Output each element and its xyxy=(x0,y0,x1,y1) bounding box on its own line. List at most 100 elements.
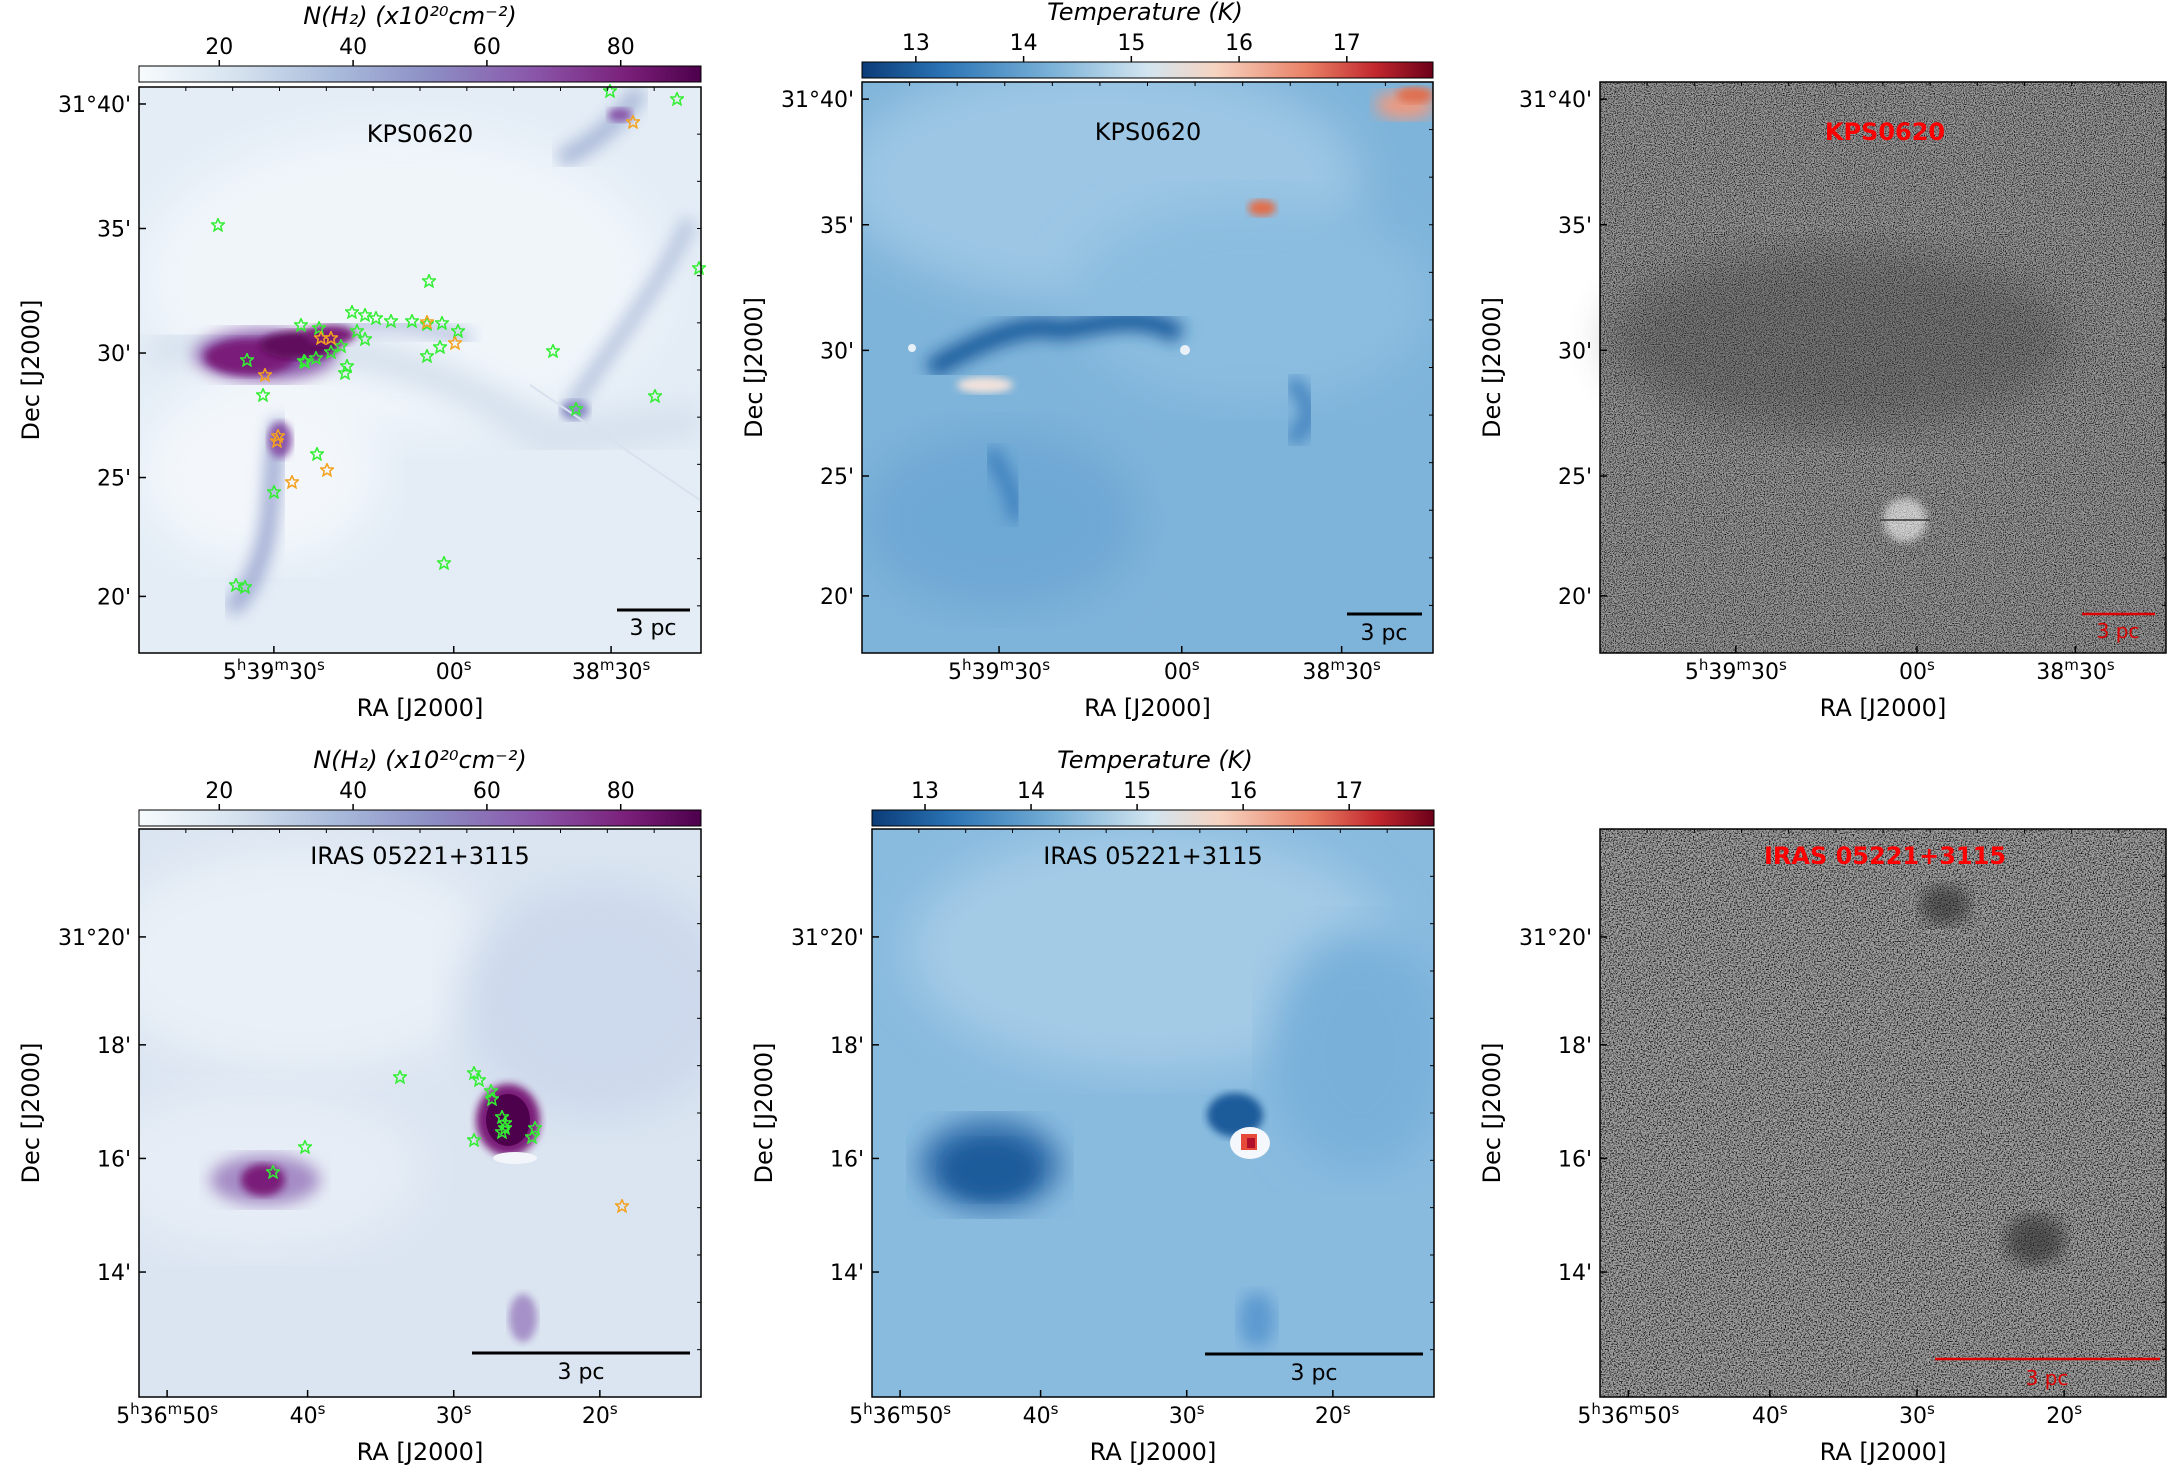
colorbar-tick-label: 13 xyxy=(902,31,930,56)
ra-tick-label: 5h36m50s xyxy=(116,1400,218,1429)
dec-tick-label: 35' xyxy=(1558,214,1592,239)
dec-tick-label: 14' xyxy=(97,1261,131,1286)
field-label: IRAS 05221+3115 xyxy=(1043,842,1263,870)
colorbar-tick-label: 60 xyxy=(473,779,501,804)
colorbar-tick-label: 80 xyxy=(607,35,635,60)
colorbar-label: Temperature (K) xyxy=(1047,0,1243,26)
colorbar-tick-label: 80 xyxy=(607,779,635,804)
colorbar-tick-label: 17 xyxy=(1333,31,1361,56)
field-label: KPS0620 xyxy=(1825,118,1945,146)
ra-tick-label: 5h39m30s xyxy=(223,656,325,685)
colorbar-tick-label: 15 xyxy=(1123,779,1151,804)
colorbar-tick-label: 16 xyxy=(1229,779,1257,804)
ra-tick-label: 30s xyxy=(436,1400,472,1429)
colorbar-tick-label: 40 xyxy=(339,35,367,60)
dec-tick-label: 18' xyxy=(97,1034,131,1059)
dec-tick-label: 16' xyxy=(830,1147,864,1172)
dec-tick-label: 31°40' xyxy=(1519,88,1592,113)
field-label: IRAS 05221+3115 xyxy=(1764,842,2006,870)
colorbar-label: N(H₂) (x10²⁰cm⁻²) xyxy=(303,2,517,30)
y-axis-label: Dec [J2000] xyxy=(1478,297,1506,438)
x-axis-label: RA [J2000] xyxy=(357,1438,484,1466)
ra-tick-label: 5h36m50s xyxy=(849,1400,951,1429)
ra-tick-label: 40s xyxy=(290,1400,326,1429)
dec-tick-label: 16' xyxy=(97,1147,131,1172)
dec-tick-label: 31°20' xyxy=(791,926,864,951)
colorbar-tick-label: 20 xyxy=(205,779,233,804)
dec-tick-label: 25' xyxy=(1558,465,1592,490)
colorbar-tick-label: 16 xyxy=(1225,31,1253,56)
dec-tick-label: 31°40' xyxy=(781,88,854,113)
colorbar-tick-label: 60 xyxy=(473,35,501,60)
dec-tick-label: 14' xyxy=(830,1261,864,1286)
dec-tick-label: 30' xyxy=(97,342,131,367)
dec-tick-label: 31°20' xyxy=(1519,926,1592,951)
panel-kps0620-optical: KPS0620 3 pc xyxy=(1599,81,2167,654)
ra-tick-label: 5h39m30s xyxy=(948,656,1050,685)
panel-iras-density: IRAS 05221+3115 3 pc xyxy=(138,828,702,1398)
ra-tick-label: 38m30s xyxy=(2036,656,2115,685)
y-axis-label: Dec [J2000] xyxy=(17,1043,45,1184)
scalebar-label: 3 pc xyxy=(2097,619,2140,643)
ra-tick-label: 00s xyxy=(436,656,472,685)
dec-tick-label: 35' xyxy=(97,218,131,243)
ra-tick-label: 00s xyxy=(1164,656,1200,685)
y-axis-label: Dec [J2000] xyxy=(17,300,45,441)
dec-tick-label: 30' xyxy=(820,339,854,364)
dec-tick-label: 25' xyxy=(820,465,854,490)
scalebar-label: 3 pc xyxy=(2026,1366,2069,1390)
axes: 31°40' 35' 30' 25' 20' 5h39m30s 00s 38m30s RA [J… xyxy=(17,82,2166,1466)
ra-tick-label: 38m30s xyxy=(1302,656,1381,685)
dec-tick-label: 20' xyxy=(820,585,854,610)
ra-tick-label: 20s xyxy=(2046,1400,2082,1429)
colorbar-tick-label: 14 xyxy=(1010,31,1038,56)
colorbar-label: Temperature (K) xyxy=(1057,746,1253,774)
y-axis-label: Dec [J2000] xyxy=(750,1043,778,1184)
dec-tick-label: 30' xyxy=(1558,339,1592,364)
x-axis-label: RA [J2000] xyxy=(1820,1438,1947,1466)
colorbar-tick-label: 17 xyxy=(1335,779,1363,804)
dec-tick-label: 16' xyxy=(1558,1147,1592,1172)
x-axis-label: RA [J2000] xyxy=(357,694,484,722)
dec-tick-label: 18' xyxy=(1558,1034,1592,1059)
colorbar-density-bottom: N(H₂) (x10²⁰cm⁻²) 20 40 60 80 xyxy=(138,746,702,827)
panel-kps0620-density: KPS0620 3 pc xyxy=(138,84,706,654)
dec-tick-label: 25' xyxy=(97,467,131,492)
ra-tick-label: 20s xyxy=(582,1400,618,1429)
colorbar-temperature-top: Temperature (K) 13 14 15 16 17 xyxy=(861,0,1434,79)
scalebar-label: 3 pc xyxy=(1290,1361,1337,1386)
field-label: KPS0620 xyxy=(1095,118,1202,146)
colorbar-tick-label: 40 xyxy=(339,779,367,804)
dec-tick-label: 20' xyxy=(97,585,131,610)
ra-tick-label: 40s xyxy=(1752,1400,1788,1429)
colorbar-tick-label: 15 xyxy=(1117,31,1145,56)
x-axis-label: RA [J2000] xyxy=(1084,694,1211,722)
colorbar-label: N(H₂) (x10²⁰cm⁻²) xyxy=(313,746,527,774)
ra-tick-label: 20s xyxy=(1315,1400,1351,1429)
scalebar-label: 3 pc xyxy=(1360,621,1407,646)
colorbar-density-top: N(H₂) (x10²⁰cm⁻²) 20 40 60 80 xyxy=(138,2,702,83)
ra-tick-label: 40s xyxy=(1023,1400,1059,1429)
dec-tick-label: 18' xyxy=(830,1034,864,1059)
ra-tick-label: 5h39m30s xyxy=(1685,656,1787,685)
ra-tick-label: 38m30s xyxy=(572,656,651,685)
scalebar-label: 3 pc xyxy=(629,616,676,641)
dec-tick-label: 31°20' xyxy=(58,926,131,951)
dec-tick-label: 31°40' xyxy=(58,93,131,118)
y-axis-label: Dec [J2000] xyxy=(740,297,768,438)
x-axis-label: RA [J2000] xyxy=(1820,694,1947,722)
field-label: KPS0620 xyxy=(367,120,474,148)
ra-tick-label: 30s xyxy=(1899,1400,1935,1429)
colorbar-tick-label: 13 xyxy=(911,779,939,804)
ra-tick-label: 5h36m50s xyxy=(1577,1400,1679,1429)
field-label: IRAS 05221+3115 xyxy=(310,842,530,870)
colorbar-tick-label: 20 xyxy=(205,35,233,60)
ra-tick-label: 30s xyxy=(1169,1400,1205,1429)
colorbar-tick-label: 14 xyxy=(1017,779,1045,804)
dec-tick-label: 14' xyxy=(1558,1261,1592,1286)
scalebar-label: 3 pc xyxy=(557,1360,604,1385)
colorbar-temperature-bottom: Temperature (K) 13 14 15 16 17 xyxy=(871,746,1435,827)
panel-iras-optical: IRAS 05221+3115 3 pc xyxy=(1599,828,2167,1398)
panel-kps0620-temperature: KPS0620 3 pc xyxy=(861,81,1434,654)
